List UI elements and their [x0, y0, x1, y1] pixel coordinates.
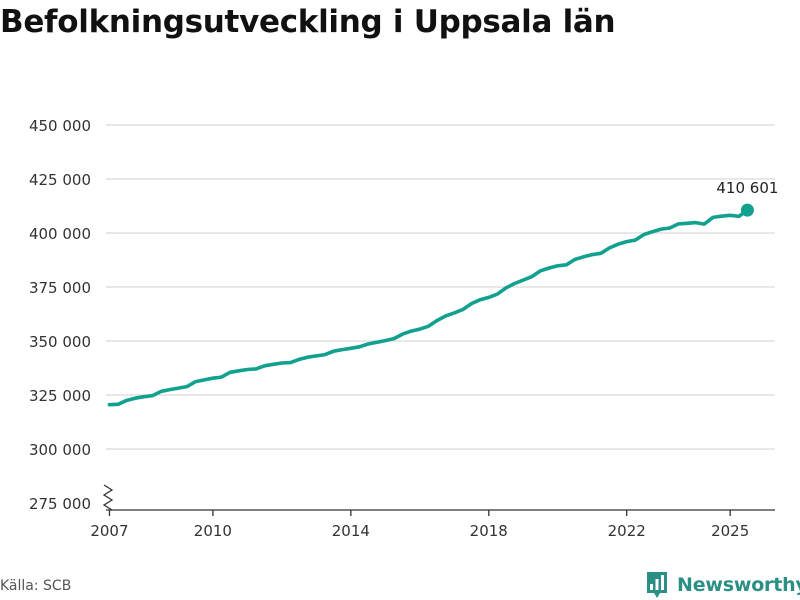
y-tick-label: 350 000 — [29, 333, 91, 351]
y-tick-label: 450 000 — [29, 117, 91, 135]
y-tick-label: 275 000 — [29, 495, 91, 513]
labels: 275 000 300 000 325 000 350 000 375 000 400 0… — [29, 117, 778, 540]
gridlines — [106, 124, 775, 450]
y-tick-label: 375 000 — [29, 279, 91, 297]
x-tick-label: 2022 — [608, 522, 646, 540]
y-tick-label: 400 000 — [29, 225, 91, 243]
brand-label: Newsworthy — [677, 574, 800, 596]
newsworthy-logo-icon — [647, 572, 667, 598]
end-point-marker — [740, 203, 754, 217]
y-tick-label: 325 000 — [29, 387, 91, 405]
newsworthy-brand: Newsworthy — [645, 570, 800, 600]
x-tick-label: 2014 — [332, 522, 370, 540]
chart-title: Befolkningsutveckling i Uppsala län — [0, 4, 616, 40]
y-tick-label: 300 000 — [29, 441, 91, 459]
series-line — [107, 208, 750, 407]
x-tick-label: 2018 — [470, 522, 508, 540]
y-tick-label: 425 000 — [29, 171, 91, 189]
x-tick-label: 2010 — [194, 522, 232, 540]
end-value-label: 410 601 — [716, 179, 778, 197]
axis-break-mark — [102, 484, 114, 511]
source-note: Källa: SCB — [0, 578, 72, 594]
axes — [102, 484, 775, 516]
x-tick-label: 2007 — [90, 522, 128, 540]
x-tick-label: 2025 — [711, 522, 749, 540]
series — [107, 203, 754, 407]
